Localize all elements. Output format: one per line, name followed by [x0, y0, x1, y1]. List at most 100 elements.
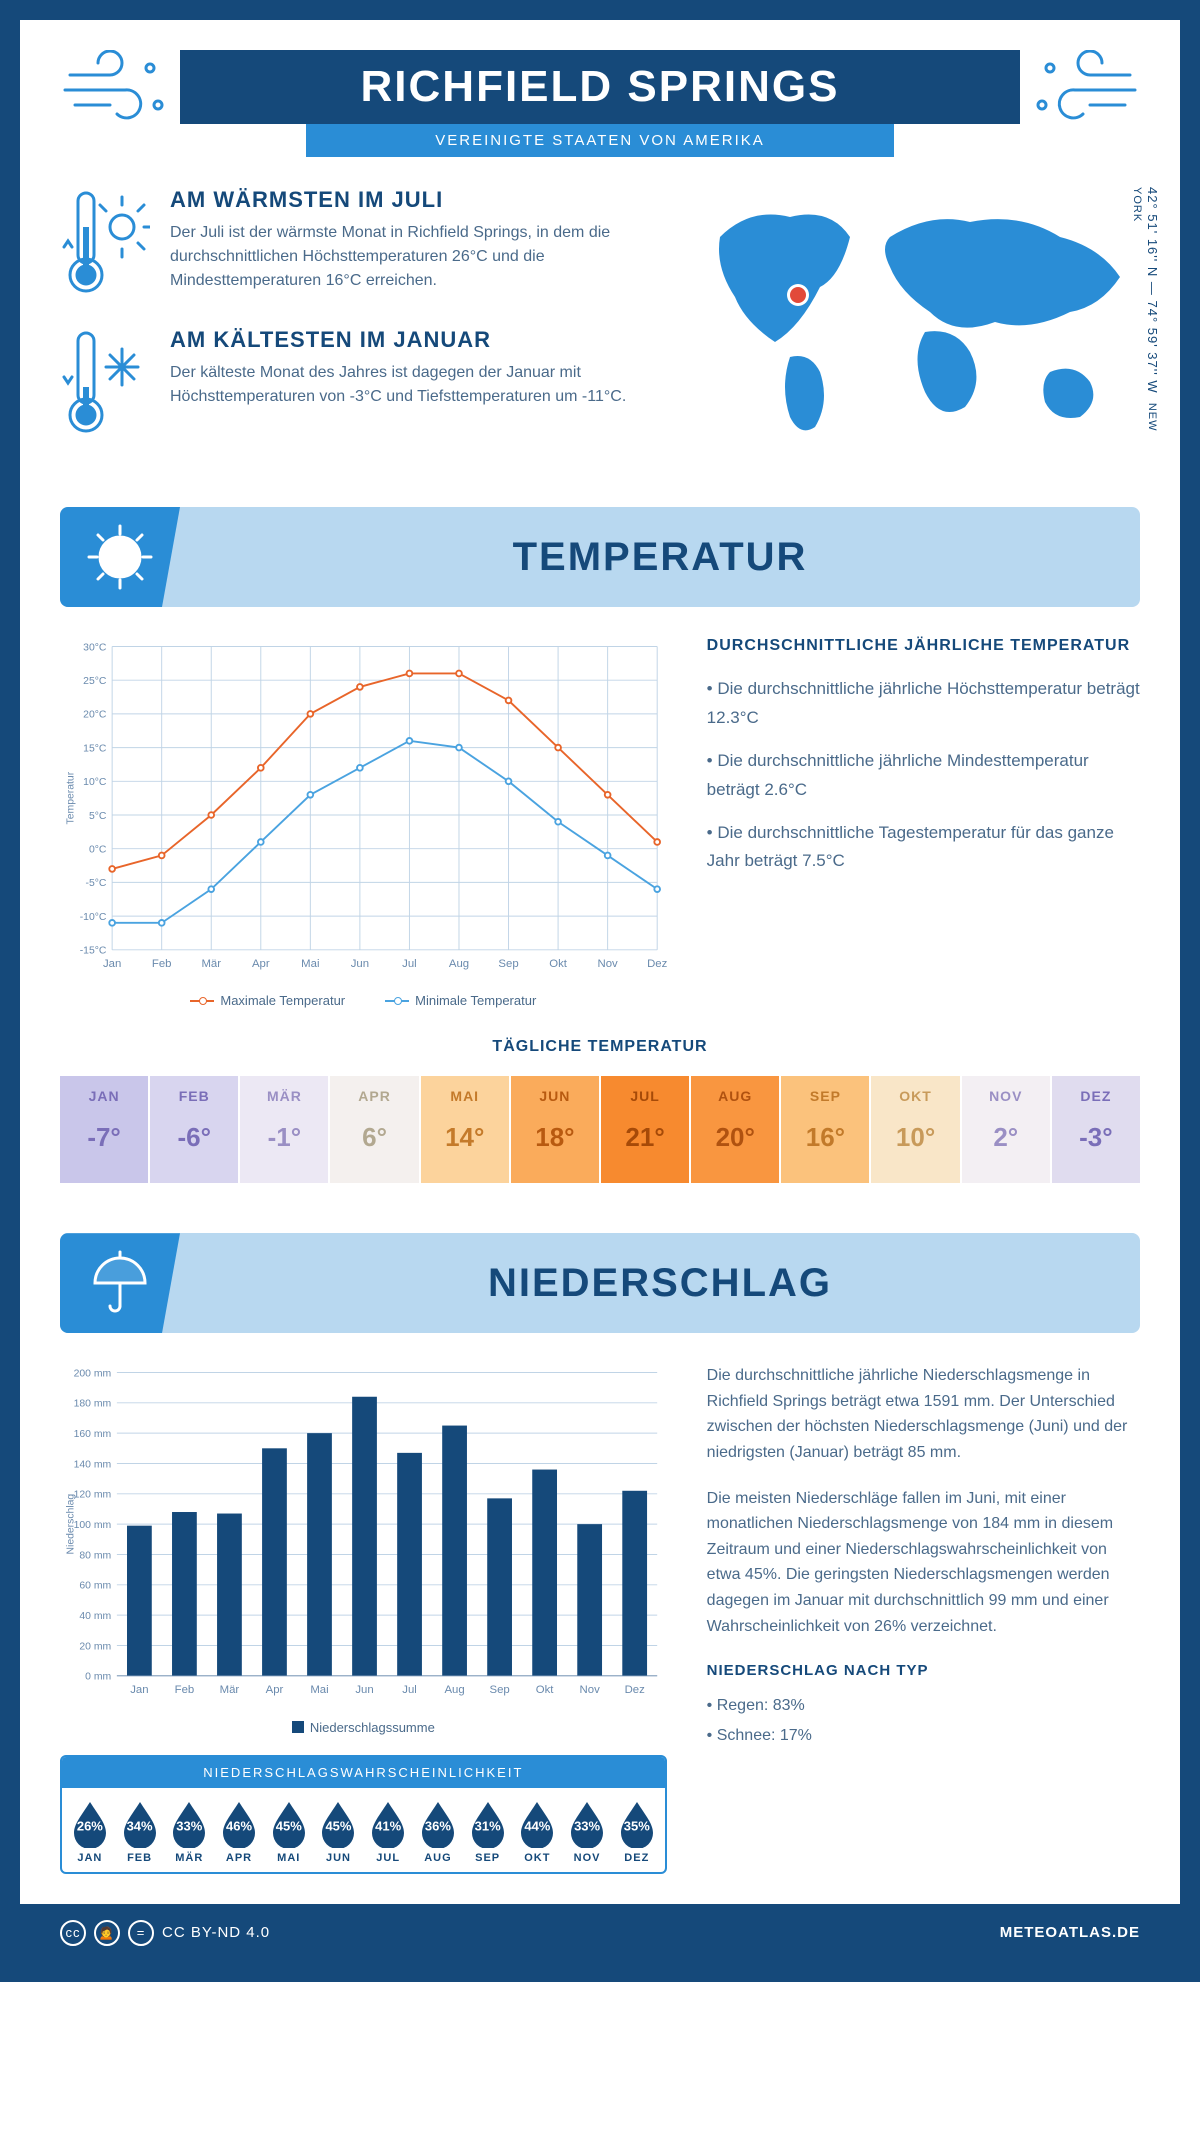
temp-bullet: • Die durchschnittliche jährliche Höchst… [707, 675, 1140, 733]
temperature-legend: Maximale Temperatur Minimale Temperatur [60, 993, 667, 1008]
wind-icon-left [60, 50, 180, 130]
svg-text:Temperatur: Temperatur [65, 771, 76, 824]
daily-cell: MÄR -1° [240, 1076, 328, 1183]
precipitation-banner: NIEDERSCHLAG [60, 1233, 1140, 1333]
daily-temp-title: TÄGLICHE TEMPERATUR [60, 1038, 1140, 1056]
prob-cell: 34% FEB [116, 1800, 164, 1864]
precip-type-bullet: • Regen: 83% [707, 1693, 1140, 1719]
svg-text:Mär: Mär [201, 958, 221, 970]
precipitation-chart: 0 mm20 mm40 mm60 mm80 mm100 mm120 mm140 … [60, 1363, 667, 1704]
site-name: METEOATLAS.DE [1000, 1924, 1140, 1941]
svg-text:40 mm: 40 mm [79, 1611, 111, 1622]
temperature-chart: -15°C-10°C-5°C0°C5°C10°C15°C20°C25°C30°C… [60, 637, 667, 1008]
prob-cell: 46% APR [215, 1800, 263, 1864]
raindrop-icon: 45% [319, 1800, 357, 1848]
svg-text:Niederschlag: Niederschlag [65, 1494, 76, 1555]
probability-box: NIEDERSCHLAGSWAHRSCHEINLICHKEIT 26% JAN … [60, 1755, 667, 1874]
temperature-title: TEMPERATUR [180, 535, 1140, 580]
cc-icon: cc [60, 1920, 86, 1946]
svg-text:80 mm: 80 mm [79, 1551, 111, 1562]
precipitation-title: NIEDERSCHLAG [180, 1261, 1140, 1306]
prob-cell: 36% AUG [414, 1800, 462, 1864]
svg-text:100 mm: 100 mm [74, 1520, 112, 1531]
svg-text:20 mm: 20 mm [79, 1642, 111, 1653]
umbrella-icon [60, 1233, 180, 1333]
precip-legend: Niederschlagssumme [60, 1720, 667, 1735]
prob-cell: 31% SEP [464, 1800, 512, 1864]
svg-text:Nov: Nov [598, 958, 619, 970]
raindrop-icon: 46% [220, 1800, 258, 1848]
svg-text:15°C: 15°C [83, 743, 107, 754]
coldest-text: Der kälteste Monat des Jahres ist dagege… [170, 361, 650, 409]
daily-cell: MAI 14° [421, 1076, 509, 1183]
daily-cell: JUL 21° [601, 1076, 689, 1183]
daily-temp-grid: JAN -7° FEB -6° MÄR -1° APR 6° MAI 14° J… [60, 1076, 1140, 1183]
svg-text:Apr: Apr [266, 1684, 284, 1696]
temp-side-heading: DURCHSCHNITTLICHE JÄHRLICHE TEMPERATUR [707, 637, 1140, 655]
daily-cell: OKT 10° [871, 1076, 959, 1183]
svg-text:Feb: Feb [152, 958, 172, 970]
by-icon: 🙍 [94, 1920, 120, 1946]
prob-cell: 44% OKT [514, 1800, 562, 1864]
raindrop-icon: 34% [121, 1800, 159, 1848]
temperature-banner: TEMPERATUR [60, 507, 1140, 607]
precipitation-left: 0 mm20 mm40 mm60 mm80 mm100 mm120 mm140 … [60, 1363, 667, 1873]
precipitation-text: Die durchschnittliche jährliche Niedersc… [707, 1363, 1140, 1873]
intro-row: AM WÄRMSTEN IM JULI Der Juli ist der wär… [60, 187, 1140, 467]
raindrop-icon: 45% [270, 1800, 308, 1848]
svg-text:-15°C: -15°C [80, 946, 107, 957]
raindrop-icon: 36% [419, 1800, 457, 1848]
svg-text:Okt: Okt [536, 1684, 555, 1696]
map-column: 42° 51' 16'' N — 74° 59' 37'' W NEW YORK [680, 187, 1140, 467]
daily-cell: JUN 18° [511, 1076, 599, 1183]
svg-text:Jul: Jul [402, 1684, 417, 1696]
raindrop-icon: 33% [170, 1800, 208, 1848]
legend-max-label: Maximale Temperatur [220, 993, 345, 1008]
raindrop-icon: 44% [518, 1800, 556, 1848]
daily-cell: DEZ -3° [1052, 1076, 1140, 1183]
svg-text:60 mm: 60 mm [79, 1581, 111, 1592]
coldest-fact: AM KÄLTESTEN IM JANUAR Der kälteste Mona… [60, 327, 650, 437]
precipitation-body: 0 mm20 mm40 mm60 mm80 mm100 mm120 mm140 … [60, 1363, 1140, 1873]
wind-icon-right [1020, 50, 1140, 130]
svg-text:10°C: 10°C [83, 777, 107, 788]
svg-text:-10°C: -10°C [80, 912, 107, 923]
svg-text:Dez: Dez [647, 958, 667, 970]
svg-text:Mai: Mai [301, 958, 319, 970]
license-block: cc 🙍 = CC BY-ND 4.0 [60, 1920, 270, 1946]
svg-text:140 mm: 140 mm [74, 1460, 112, 1471]
page-title: RICHFIELD SPRINGS [180, 50, 1020, 124]
raindrop-icon: 26% [71, 1800, 109, 1848]
svg-text:20°C: 20°C [83, 710, 107, 721]
header: RICHFIELD SPRINGS VEREINIGTE STAATEN VON… [60, 50, 1140, 157]
page-subtitle: VEREINIGTE STAATEN VON AMERIKA [306, 124, 894, 157]
precip-legend-label: Niederschlagssumme [310, 1720, 435, 1735]
svg-text:Dez: Dez [625, 1684, 646, 1696]
world-map-icon [680, 187, 1140, 447]
svg-text:30°C: 30°C [83, 642, 107, 653]
svg-text:-5°C: -5°C [86, 878, 107, 889]
thermometer-hot-icon [60, 187, 150, 297]
svg-text:Apr: Apr [252, 958, 270, 970]
legend-min-label: Minimale Temperatur [415, 993, 536, 1008]
svg-text:Jun: Jun [351, 958, 369, 970]
svg-text:180 mm: 180 mm [74, 1399, 112, 1410]
precip-type-bullet: • Schnee: 17% [707, 1723, 1140, 1749]
precip-paragraph: Die meisten Niederschläge fallen im Juni… [707, 1486, 1140, 1640]
temperature-body: -15°C-10°C-5°C0°C5°C10°C15°C20°C25°C30°C… [60, 637, 1140, 1008]
daily-cell: NOV 2° [962, 1076, 1050, 1183]
precip-type-heading: NIEDERSCHLAG NACH TYP [707, 1659, 1140, 1683]
prob-cell: 45% MAI [265, 1800, 313, 1864]
license-text: CC BY-ND 4.0 [162, 1924, 270, 1941]
svg-text:Aug: Aug [449, 958, 469, 970]
svg-text:Mai: Mai [310, 1684, 328, 1696]
temp-bullet: • Die durchschnittliche jährliche Mindes… [707, 747, 1140, 805]
svg-text:200 mm: 200 mm [74, 1369, 112, 1380]
temperature-sidebar: DURCHSCHNITTLICHE JÄHRLICHE TEMPERATUR •… [707, 637, 1140, 1008]
coldest-heading: AM KÄLTESTEN IM JANUAR [170, 327, 650, 353]
svg-text:25°C: 25°C [83, 676, 107, 687]
prob-cell: 45% JUN [315, 1800, 363, 1864]
svg-text:Feb: Feb [175, 1684, 195, 1696]
svg-text:Jan: Jan [103, 958, 121, 970]
warmest-heading: AM WÄRMSTEN IM JULI [170, 187, 650, 213]
